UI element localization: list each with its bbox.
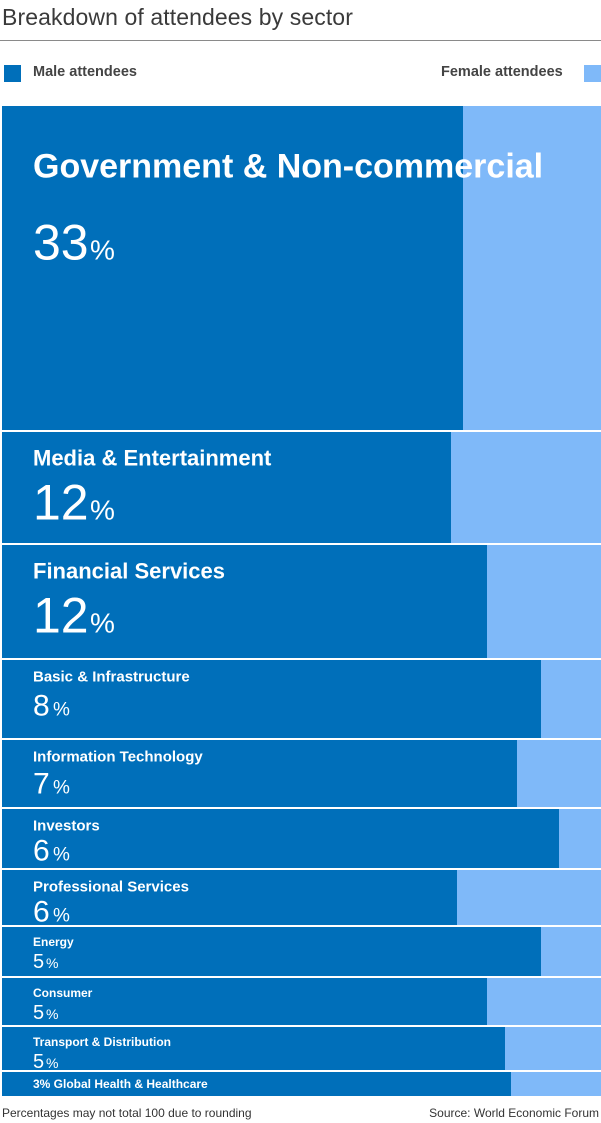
sector-share-value: 6 <box>33 895 50 928</box>
sector-share-value: 12 <box>33 588 89 644</box>
sector-share-value: 33 <box>33 215 89 271</box>
sector-share-value: 6 <box>33 834 50 867</box>
sector-name: Professional Services <box>33 878 189 895</box>
chart-title: Breakdown of attendees by sector <box>2 4 353 30</box>
sector-share-percent-sign: % <box>90 608 115 639</box>
sector-share-value: 5 <box>33 951 44 973</box>
legend-female-label: Female attendees <box>441 64 563 80</box>
male-segment-3 <box>2 660 541 738</box>
male-segment-5 <box>2 809 559 868</box>
male-segment-9 <box>2 1027 505 1070</box>
male-segment-1 <box>2 432 451 543</box>
sector-share-percent-sign: % <box>53 844 70 865</box>
sector-share-percent-sign: % <box>53 905 70 926</box>
male-segment-2 <box>2 545 487 658</box>
sector-share-value: 8 <box>33 689 50 722</box>
sector-name: Investors <box>33 817 100 834</box>
sector-share-value: 5 <box>33 1051 44 1073</box>
male-segment-8 <box>2 978 487 1025</box>
sector-share-percent-sign: % <box>90 495 115 526</box>
sector-inline-label: 3% Global Health & Healthcare <box>33 1077 208 1091</box>
male-segment-4 <box>2 740 517 807</box>
sector-name: Media & Entertainment <box>33 446 272 471</box>
sector-name: Consumer <box>33 986 93 1000</box>
sector-name: Basic & Infrastructure <box>33 668 190 685</box>
footer-note: Percentages may not total 100 due to rou… <box>2 1106 252 1120</box>
sector-share-percent-sign: % <box>46 1055 58 1071</box>
sector-share-value: 5 <box>33 1002 44 1024</box>
legend-male-label: Male attendees <box>33 64 137 80</box>
sector-share-percent-sign: % <box>46 955 58 971</box>
sector-name: Financial Services <box>33 559 225 584</box>
sector-name: Transport & Distribution <box>33 1035 171 1049</box>
male-segment-6 <box>2 870 457 925</box>
title-divider <box>0 40 601 41</box>
sector-share-percent-sign: % <box>46 1006 58 1022</box>
male-segment-10 <box>2 1072 511 1096</box>
sector-share-percent-sign: % <box>53 777 70 798</box>
sector-share-value: 12 <box>33 475 89 531</box>
sector-name: Government & Non-commercial <box>33 148 543 186</box>
sector-share-value: 7 <box>33 767 50 800</box>
male-segment-0 <box>2 106 463 430</box>
footer-source: Source: World Economic Forum <box>429 1106 599 1120</box>
sector-share-percent-sign: % <box>90 235 115 266</box>
male-segment-7 <box>2 927 541 976</box>
sector-name: Information Technology <box>33 748 203 765</box>
sector-name: Energy <box>33 935 74 949</box>
sector-share-percent-sign: % <box>53 699 70 720</box>
legend-female-swatch <box>584 65 601 82</box>
legend-male-swatch <box>4 65 21 82</box>
